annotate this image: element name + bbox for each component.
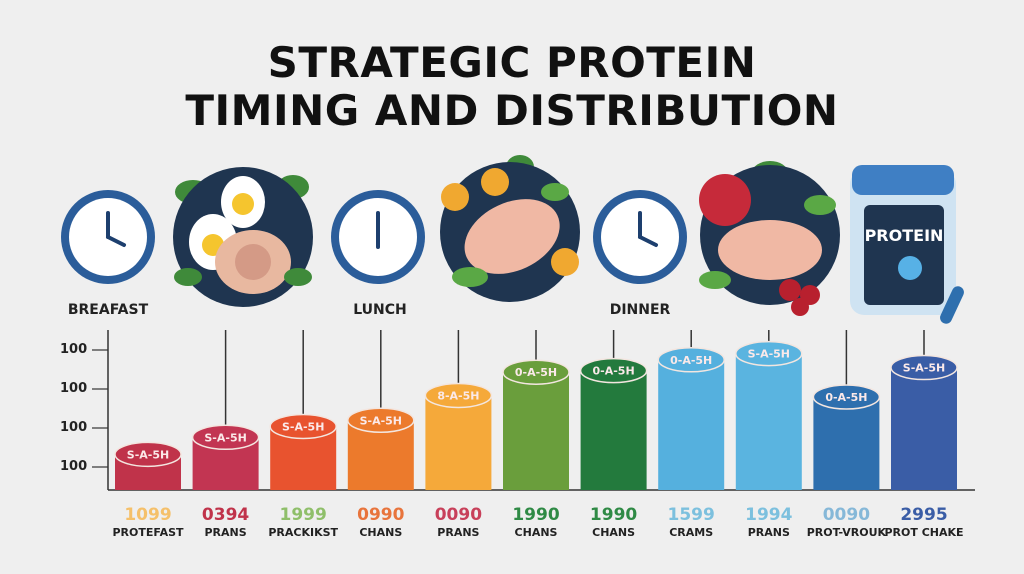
bar-body	[580, 370, 647, 490]
meal-label-breakfast: BREAFAST	[67, 302, 149, 318]
value-label: 0090	[822, 505, 871, 525]
category-label: PROT CHAKE	[884, 526, 964, 539]
x-category: 1999 PRACKIKST	[268, 505, 338, 539]
y-tick-label: 100	[60, 381, 88, 396]
dinner-plate-icon	[699, 161, 840, 316]
bar-label: S-A-5H	[127, 448, 169, 461]
bar-body	[347, 420, 414, 490]
x-category: 1990 CHANS	[590, 505, 637, 539]
category-label: PRACKIKST	[268, 526, 339, 539]
bar-top	[579, 357, 648, 384]
meal-label-dinner: DINNER	[609, 302, 671, 318]
bar: 0-A-5H	[657, 330, 725, 490]
bar: S-A-5H	[890, 330, 958, 490]
category-label: PRANS	[204, 526, 247, 539]
lunch-plate-icon	[440, 155, 580, 302]
breakfast-plate-icon	[173, 167, 313, 307]
bar-body	[813, 397, 880, 490]
bar-top	[812, 384, 881, 410]
x-category: 0090 PROT-VROUK	[807, 505, 886, 539]
protein-tub-label: PROTEIN	[865, 226, 944, 245]
title-line-1: STRATEGIC PROTEIN	[267, 38, 757, 87]
y-tick-label: 100	[60, 459, 88, 474]
category-label: PROT-VROUK	[806, 526, 887, 539]
bar-label: S-A-5H	[748, 348, 790, 361]
bar-top	[890, 354, 958, 381]
bar-label: 0-A-5H	[515, 366, 557, 379]
category-label: PROTEFAST	[112, 526, 184, 539]
bar-top	[191, 424, 260, 451]
clock-icon	[593, 190, 687, 284]
bar-body	[425, 395, 492, 490]
category-label: CHANS	[514, 526, 558, 539]
bar-label: S-A-5H	[282, 420, 324, 433]
x-category: 1599 CRAMS	[668, 505, 715, 539]
bar-top	[735, 340, 803, 367]
bar-label: 0-A-5H	[593, 365, 635, 378]
category-label: CHANS	[592, 526, 636, 539]
bar: S-A-5H	[269, 330, 337, 490]
bar: S-A-5H	[347, 330, 415, 490]
meal-label-lunch: LUNCH	[353, 302, 407, 318]
category-label: PRANS	[437, 526, 480, 539]
category-label: PRANS	[747, 526, 790, 539]
y-tick-label: 100	[60, 342, 88, 357]
bar-body	[503, 372, 569, 490]
value-label: 1599	[667, 505, 715, 525]
category-label: CHANS	[359, 526, 403, 539]
bar-label: 0-A-5H	[825, 391, 867, 404]
value-label: 1099	[124, 505, 172, 525]
bar: 0-A-5H	[502, 330, 570, 490]
x-category: 1994 PRANS	[745, 505, 792, 539]
bar: 0-A-5H	[579, 330, 648, 490]
bar-label: 8-A-5H	[437, 389, 479, 402]
value-label: 1990	[512, 505, 560, 525]
bar: S-A-5H	[114, 441, 182, 490]
value-label: 1999	[279, 505, 327, 525]
meal-illustrations: PROTEIN	[61, 155, 964, 324]
value-label: 1990	[589, 505, 638, 525]
value-label: 2995	[900, 505, 948, 525]
bar-label: S-A-5H	[903, 362, 945, 375]
x-category: 2995 PROT CHAKE	[884, 505, 963, 539]
bar: S-A-5H	[191, 330, 260, 490]
bar-top	[424, 382, 493, 409]
bar-top	[502, 359, 570, 385]
bar-body	[735, 353, 802, 490]
x-category: 0394 PRANS	[202, 505, 249, 539]
bar-body	[891, 367, 957, 490]
x-category: 1990 CHANS	[512, 505, 559, 539]
bar-top	[347, 407, 415, 433]
clock-icon	[331, 190, 425, 284]
category-label: CRAMS	[669, 526, 714, 539]
bar-body	[192, 437, 259, 490]
clock-icon	[61, 190, 155, 284]
title-line-2: TIMING AND DISTRIBUTION	[185, 86, 839, 135]
x-category: 0990 CHANS	[357, 505, 404, 539]
protein-tub-icon: PROTEIN	[850, 165, 964, 324]
y-tick-label: 100	[60, 420, 88, 435]
value-label: 0090	[434, 505, 483, 525]
value-label: 1994	[745, 505, 793, 525]
bar-body	[270, 426, 337, 490]
bar-top	[657, 347, 725, 373]
value-label: 0990	[357, 505, 405, 525]
bar: 8-A-5H	[424, 330, 493, 490]
x-category: 0090 PRANS	[435, 505, 482, 539]
bar-top	[114, 441, 182, 468]
bar-label: S-A-5H	[204, 431, 246, 444]
bar: 0-A-5H	[812, 330, 881, 490]
bar: S-A-5H	[735, 330, 803, 490]
bar-label: 0-A-5H	[670, 354, 712, 367]
value-label: 0394	[201, 505, 250, 525]
bar-body	[658, 359, 725, 490]
bar-label: S-A-5H	[360, 414, 402, 427]
bar-top	[269, 413, 337, 440]
x-category: 1099 PROTEFAST	[112, 505, 183, 539]
bar-body	[115, 454, 181, 490]
